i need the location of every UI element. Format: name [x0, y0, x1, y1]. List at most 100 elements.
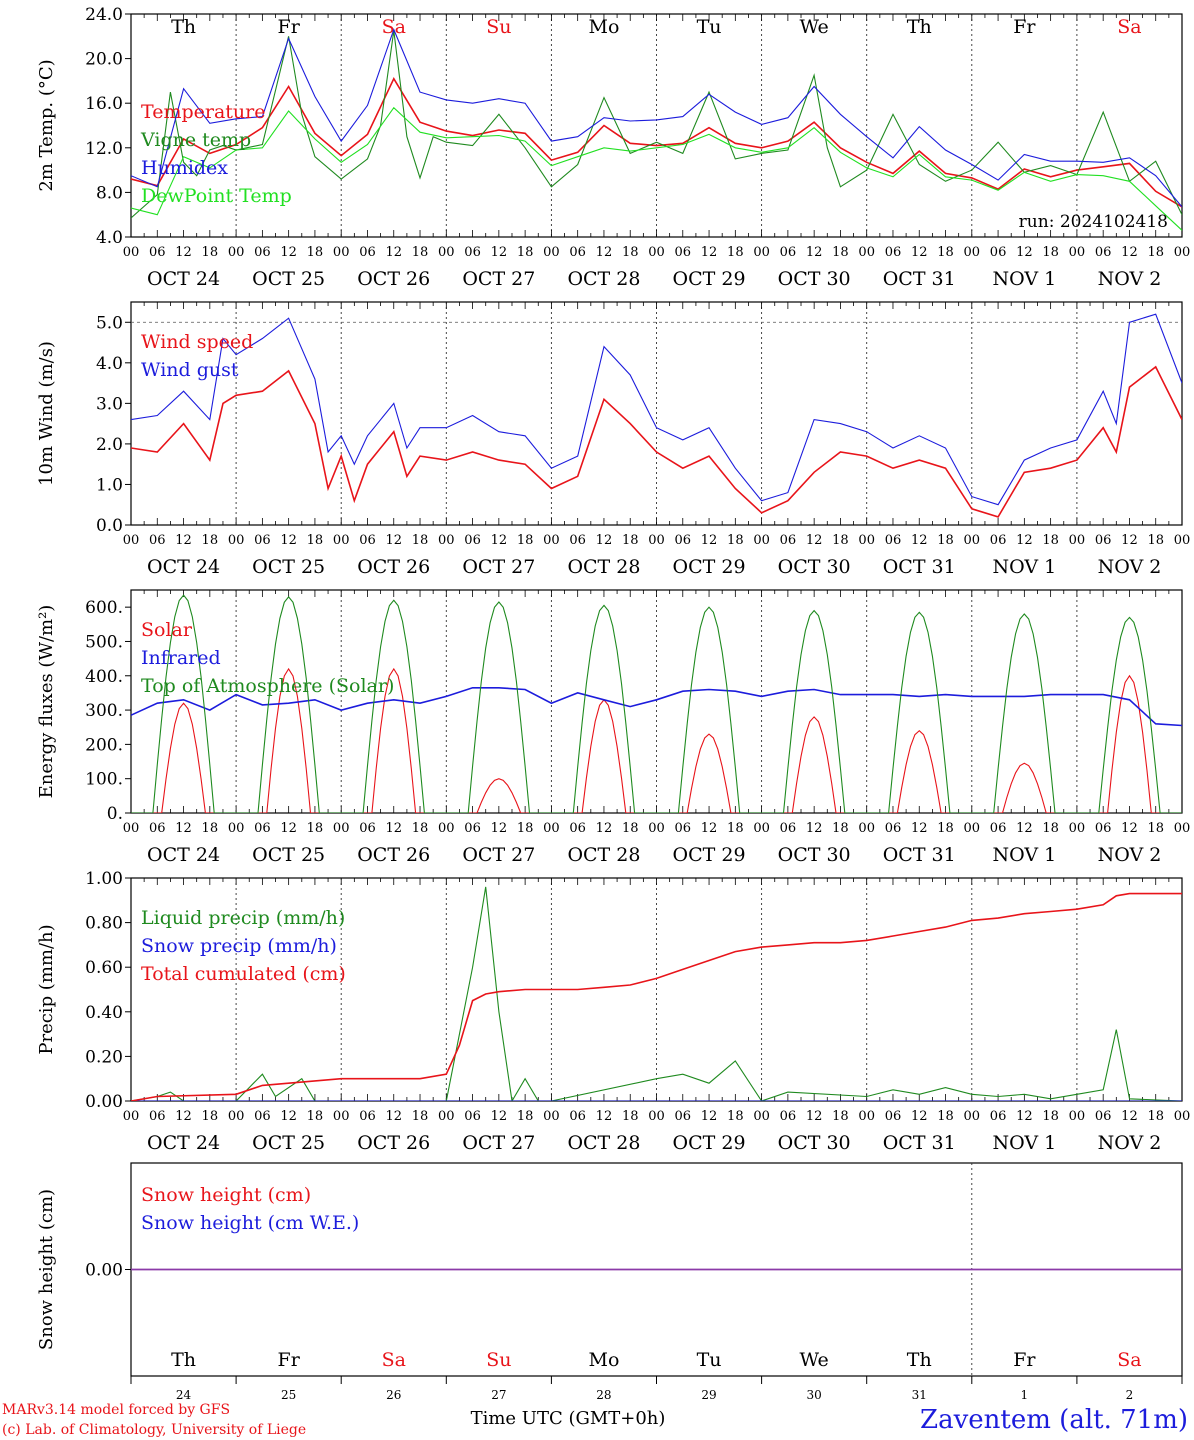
date-label: NOV 1: [992, 556, 1056, 578]
hour-label: 12: [175, 245, 192, 260]
weekday-label: We: [800, 1349, 829, 1371]
hour-label: 18: [202, 533, 219, 548]
hour-label: 00: [543, 1109, 560, 1124]
date-label: OCT 31: [883, 556, 956, 578]
series-line-temperature: [131, 77, 1182, 208]
hour-label: 18: [307, 821, 324, 836]
hour-label: 06: [780, 245, 797, 260]
hour-label: 12: [491, 533, 508, 548]
hour-label: 00: [1069, 533, 1086, 548]
date-label: OCT 31: [883, 1132, 956, 1154]
hour-label: 00: [333, 1109, 350, 1124]
legend-entry: Snow height (cm): [141, 1184, 311, 1206]
footer-copyright-line: (c) Lab. of Climatology, University of L…: [2, 1422, 306, 1438]
legend-entry: Wind speed: [141, 331, 253, 353]
date-label: OCT 27: [462, 268, 535, 290]
hour-label: 06: [464, 245, 481, 260]
series-line-solar: [131, 667, 1182, 813]
weekday-label: Mo: [588, 1349, 619, 1371]
date-label: OCT 29: [673, 268, 746, 290]
hour-label: 12: [701, 533, 718, 548]
hour-label: 18: [1147, 1109, 1164, 1124]
hour-label: 18: [1042, 533, 1059, 548]
hour-label: 00: [543, 245, 560, 260]
hour-label: 12: [491, 821, 508, 836]
run-label: run: 2024102418: [1019, 212, 1168, 232]
hour-label: 00: [964, 821, 981, 836]
date-label: OCT 26: [357, 1132, 430, 1154]
y-tick-label: 0.: [107, 804, 123, 824]
hour-label: 12: [175, 1109, 192, 1124]
legend-entry: Wind gust: [141, 359, 239, 381]
legend-entry: Humidex: [141, 157, 228, 179]
hour-label: 12: [1121, 533, 1138, 548]
panel-3: 0. 100. 200. 300. 400. 500. 600. Energy fluxes …: [36, 589, 1191, 866]
hour-label: 12: [806, 245, 823, 260]
date-label: OCT 31: [883, 268, 956, 290]
hour-label: 00: [648, 1109, 665, 1124]
hour-label: 00: [1069, 1109, 1086, 1124]
hour-label: 12: [491, 245, 508, 260]
hour-label: 18: [1147, 533, 1164, 548]
legend-entry: Solar: [141, 619, 193, 641]
hour-label: 18: [727, 245, 744, 260]
hour-label: 18: [202, 245, 219, 260]
series-line-vigne-temp: [131, 30, 1182, 219]
hour-label: 12: [175, 821, 192, 836]
hour-label: 06: [464, 821, 481, 836]
series-line-total-cumulated-cm: [131, 892, 1182, 1101]
legend-entry: Liquid precip (mm/h): [141, 907, 345, 929]
date-label: OCT 28: [567, 1132, 640, 1154]
day-number-label: 30: [807, 1388, 822, 1402]
weekday-label: Su: [486, 16, 511, 38]
date-label: OCT 28: [567, 844, 640, 866]
hour-label: 06: [990, 1109, 1007, 1124]
date-label: OCT 25: [252, 268, 325, 290]
panel-2: 0.0 1.0 2.0 3.0 4.0 5.0 10m Wind (m/s) 00 06 12 18…: [36, 301, 1190, 578]
date-label: OCT 25: [252, 844, 325, 866]
hour-label: 06: [990, 821, 1007, 836]
hour-label: 12: [596, 533, 613, 548]
date-label: OCT 29: [673, 1132, 746, 1154]
y-tick-label: 0.0: [96, 516, 123, 536]
hour-label: 00: [753, 821, 770, 836]
hour-label: 12: [385, 533, 402, 548]
hour-label: 12: [596, 821, 613, 836]
weekday-label: Fr: [1013, 16, 1036, 38]
y-tick-label: 0.40: [85, 1003, 123, 1023]
day-number-label: 24: [176, 1388, 192, 1402]
hour-label: 06: [359, 533, 376, 548]
hour-label: 06: [359, 245, 376, 260]
day-number-label: 27: [491, 1388, 506, 1402]
hour-label: 00: [1174, 821, 1191, 836]
hour-label: 18: [622, 245, 639, 260]
y-tick-label: 20.0: [85, 50, 123, 70]
y-axis-title: 2m Temp. (°C): [36, 59, 57, 191]
hour-label: 06: [254, 821, 271, 836]
date-label: NOV 1: [992, 268, 1056, 290]
y-tick-label: 600.: [85, 598, 123, 618]
legend-entry: Temperature: [141, 101, 265, 123]
hour-label: 18: [937, 821, 954, 836]
date-label: OCT 29: [673, 556, 746, 578]
x-axis-title: Time UTC (GMT+0h): [471, 1408, 666, 1429]
y-tick-label: 0.00: [85, 1261, 123, 1281]
date-label: OCT 29: [673, 844, 746, 866]
weekday-label: Tu: [697, 1349, 722, 1371]
series-line-wind-speed: [131, 365, 1182, 518]
weekday-label: We: [800, 16, 829, 38]
hour-label: 12: [806, 533, 823, 548]
hour-label: 12: [1121, 245, 1138, 260]
hour-label: 18: [1042, 821, 1059, 836]
hour-label: 06: [569, 1109, 586, 1124]
hour-label: 18: [517, 245, 534, 260]
hour-label: 06: [885, 533, 902, 548]
hour-label: 00: [543, 821, 560, 836]
hour-label: 12: [175, 533, 192, 548]
hour-label: 00: [438, 821, 455, 836]
day-number-label: 2: [1126, 1388, 1134, 1402]
hour-label: 06: [359, 821, 376, 836]
hour-label: 00: [123, 245, 140, 260]
y-tick-label: 1.0: [96, 475, 123, 495]
hour-label: 18: [937, 533, 954, 548]
